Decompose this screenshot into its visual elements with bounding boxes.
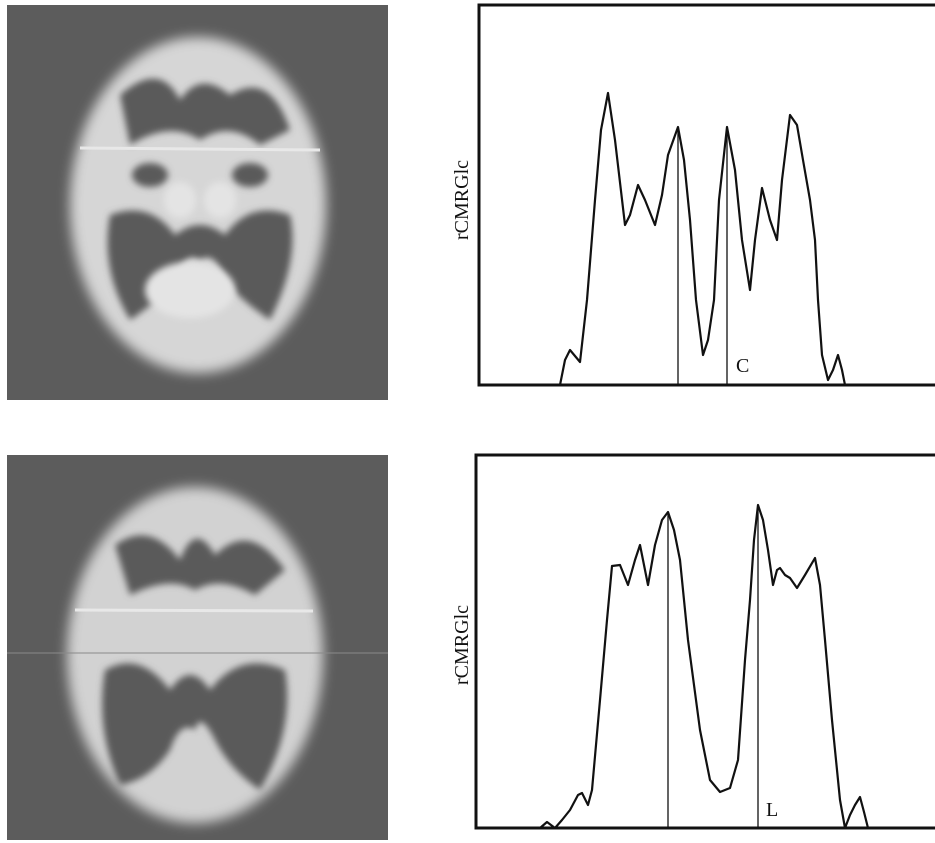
pet-image-top — [7, 5, 388, 400]
profile-plot-bottom: L rCMRGlc — [451, 455, 935, 828]
pet-image-bottom — [7, 455, 388, 840]
figure: C rCMRGlc L rCMRGlc — [0, 0, 935, 843]
marker-label: L — [766, 799, 778, 821]
marker-label: C — [736, 355, 749, 377]
y-axis-label: rCMRGlc — [451, 160, 473, 240]
profile-plot-top: C rCMRGlc — [451, 5, 935, 385]
y-axis-label: rCMRGlc — [451, 605, 473, 685]
